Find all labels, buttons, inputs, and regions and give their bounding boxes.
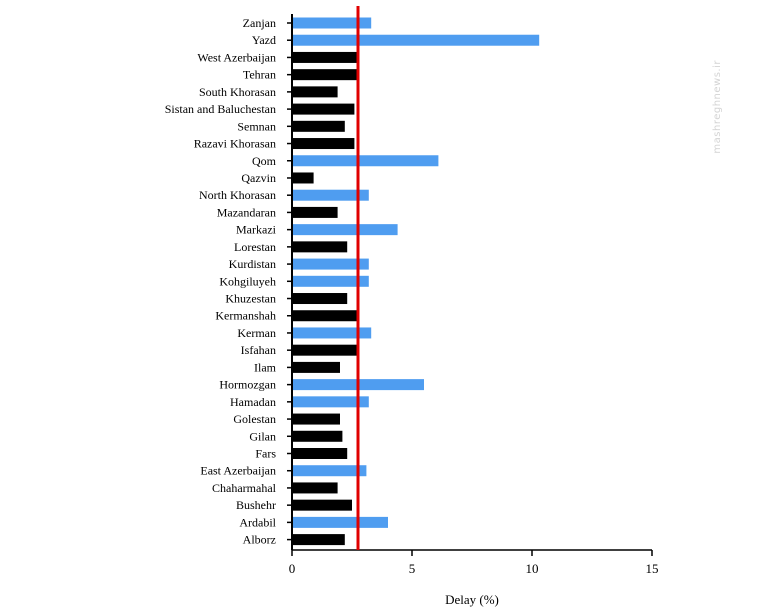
bar-fars [292,448,348,459]
bar-kohgiluyeh [292,275,369,287]
bar-gilan [292,430,343,442]
category-label-hormozgan: Hormozgan [219,378,276,392]
category-label-kohgiluyeh: Kohgiluyeh [219,274,276,288]
category-label-isfahan: Isfahan [241,343,276,357]
category-label-tehran: Tehran [243,68,276,82]
category-label-lorestan: Lorestan [234,240,276,254]
category-label-razavi-khorasan: Razavi Khorasan [194,137,276,151]
x-axis-ticks: 0 5 10 15 [289,550,659,576]
category-label-gilan: Gilan [249,429,276,443]
bar-east-azerbaijan [292,465,367,477]
category-label-semnan: Semnan [237,119,276,133]
category-label-kurdistan: Kurdistan [229,257,276,271]
bar-mazandaran [292,206,338,218]
category-label-mazandaran: Mazandaran [217,205,276,219]
category-label-kermanshah: Kermanshah [215,309,276,323]
bar-semnan [292,120,345,132]
bar-alborz [292,534,345,546]
bar-sistan-and-baluchestan [292,103,355,115]
watermark-text: mashreghnews.ir [712,60,723,154]
x-axis-title: Delay (%) [445,592,499,607]
category-label-north-khorasan: North Khorasan [199,188,276,202]
bar-golestan [292,413,340,425]
category-label-zanjan: Zanjan [243,16,276,30]
bar-markazi [292,224,398,236]
bar-lorestan [292,241,348,253]
category-label-sistan-and-baluchestan: Sistan and Baluchestan [165,102,276,116]
bar-kurdistan [292,258,369,270]
bar-kermanshah [292,310,357,322]
bar-chaharmahal [292,482,338,494]
category-label-bushehr: Bushehr [236,498,276,512]
category-label-hamadan: Hamadan [230,395,276,409]
category-label-khuzestan: Khuzestan [225,292,276,306]
category-label-golestan: Golestan [233,412,276,426]
category-label-markazi: Markazi [236,223,277,237]
bar-south-khorasan [292,86,338,98]
bar-west-azerbaijan [292,51,357,63]
bar-tehran [292,69,357,81]
bar-zanjan [292,17,372,29]
bar-razavi-khorasan [292,138,355,150]
x-tick-label-0: 0 [289,561,296,576]
x-tick-label-15: 15 [646,561,659,576]
bar-bushehr [292,499,352,511]
bar-ilam [292,361,340,373]
category-labels: Zanjan Yazd West Azerbaijan Tehran South Kho… [165,16,277,547]
category-label-south-khorasan: South Khorasan [199,85,276,99]
category-label-yazd: Yazd [252,33,276,47]
category-label-qom: Qom [252,154,277,168]
bar-kerman [292,327,372,339]
category-label-kerman: Kerman [237,326,276,340]
x-tick-label-5: 5 [409,561,416,576]
bar-qazvin [292,172,314,184]
category-label-ardabil: Ardabil [239,515,276,529]
category-label-alborz: Alborz [243,533,276,547]
category-label-chaharmahal: Chaharmahal [212,481,277,495]
bar-ardabil [292,516,388,528]
category-label-ilam: Ilam [254,360,277,374]
x-tick-label-10: 10 [526,561,539,576]
bar-qom [292,155,439,167]
bar-north-khorasan [292,189,369,201]
bar-yazd [292,34,540,46]
category-label-east-azerbaijan: East Azerbaijan [200,464,276,478]
bar-khuzestan [292,293,348,305]
bars-group [292,17,540,546]
bar-isfahan [292,344,357,356]
bar-hamadan [292,396,369,408]
category-label-fars: Fars [255,447,276,461]
category-label-west-azerbaijan: West Azerbaijan [197,50,276,64]
category-label-qazvin: Qazvin [241,171,276,185]
